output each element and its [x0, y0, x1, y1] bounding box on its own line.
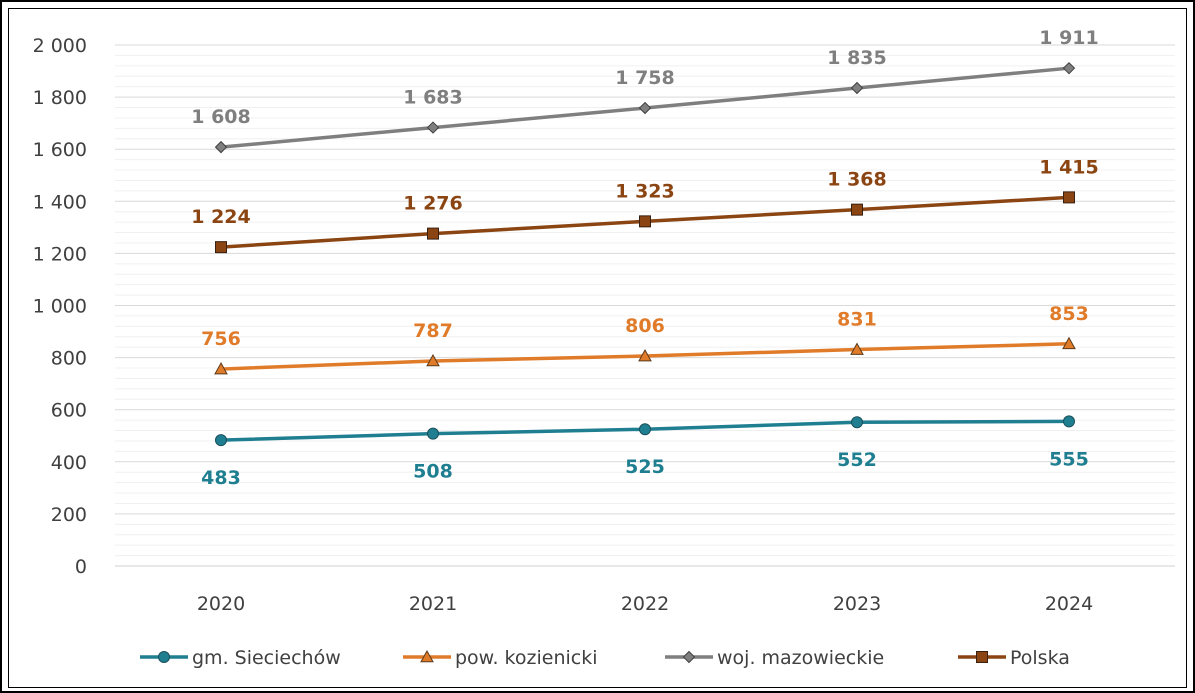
y-tick-label: 1 600	[33, 139, 87, 161]
y-tick-label: 200	[51, 504, 87, 526]
data-point	[851, 416, 863, 429]
data-label: 552	[837, 449, 877, 471]
data-label: 831	[837, 309, 877, 331]
data-point	[426, 353, 440, 367]
axes: 0 200 400 600 800 1 000 1 200 1 400 1 600 1 800 2 …	[33, 35, 1175, 615]
data-label: 1 758	[615, 67, 675, 89]
data-point	[427, 227, 439, 240]
data-point	[214, 362, 228, 375]
data-point	[639, 423, 651, 436]
data-label: 1 608	[191, 106, 251, 128]
data-point	[850, 81, 864, 95]
gridlines	[115, 44, 1175, 557]
y-tick-label: 400	[51, 452, 87, 474]
data-point	[215, 241, 227, 254]
data-point	[850, 342, 864, 355]
y-tick-label: 600	[51, 400, 87, 422]
x-tick-label: 2021	[409, 593, 457, 615]
data-label: 508	[413, 461, 453, 483]
data-label: 1 224	[191, 206, 251, 228]
data-point	[851, 203, 863, 216]
data-label: 806	[625, 315, 665, 337]
legend-label: woj. mazowieckie	[717, 647, 884, 669]
legend-label: Polska	[1010, 647, 1070, 669]
data-label: 1 276	[403, 193, 463, 215]
data-label: 1 835	[827, 47, 887, 69]
data-label: 1 368	[827, 169, 887, 191]
y-tick-label: 1 400	[33, 191, 87, 213]
data-point	[1063, 191, 1075, 204]
y-tick-label: 1 200	[33, 243, 87, 265]
data-label: 525	[625, 456, 665, 478]
x-tick-label: 2020	[197, 593, 245, 615]
y-tick-label: 0	[75, 556, 87, 578]
data-label: 555	[1049, 448, 1089, 470]
data-point	[1062, 61, 1076, 75]
data-labels: 483 508 525 552 555 756 787 806 831 853 1 608 1 683…	[191, 27, 1099, 489]
data-point	[638, 101, 652, 115]
data-label: 756	[201, 328, 241, 350]
legend-marker	[420, 649, 434, 663]
data-point	[1063, 415, 1075, 428]
data-label: 853	[1049, 303, 1089, 325]
x-tick-label: 2023	[833, 593, 881, 615]
y-tick-label: 2 000	[33, 35, 87, 57]
x-tick-label: 2024	[1045, 593, 1093, 615]
legend-label: gm. Sieciechów	[192, 647, 341, 669]
chart-border	[8, 8, 1187, 688]
data-point	[1062, 336, 1076, 350]
legend-label: pow. kozienicki	[455, 647, 598, 669]
legend: gm. Sieciechów pow. kozienicki woj. mazowi…	[140, 647, 1070, 669]
y-tick-label: 1 000	[33, 296, 87, 318]
data-point	[638, 349, 652, 362]
data-label: 483	[201, 467, 241, 489]
legend-marker	[682, 650, 696, 664]
data-label: 1 323	[615, 180, 675, 202]
data-label: 1 911	[1039, 27, 1099, 49]
legend-marker	[158, 651, 170, 663]
series	[214, 61, 1076, 447]
data-label: 787	[413, 320, 453, 342]
data-point	[215, 434, 227, 447]
y-tick-label: 1 800	[33, 87, 87, 109]
legend-marker	[976, 651, 988, 663]
x-tick-label: 2022	[621, 593, 669, 615]
data-point	[426, 121, 440, 134]
data-point	[214, 140, 228, 154]
data-point	[427, 427, 439, 440]
y-tick-label: 800	[51, 348, 87, 370]
data-point	[639, 215, 651, 228]
data-label: 1 683	[403, 87, 463, 109]
data-label: 1 415	[1039, 156, 1099, 178]
